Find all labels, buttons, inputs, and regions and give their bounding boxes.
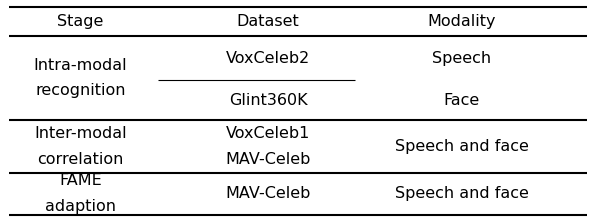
Text: Intra-modal
recognition: Intra-modal recognition: [33, 58, 128, 99]
Text: VoxCeleb1
MAV-Celeb: VoxCeleb1 MAV-Celeb: [225, 126, 311, 167]
Text: FAME
adaption: FAME adaption: [45, 173, 116, 214]
Text: Speech: Speech: [432, 51, 492, 66]
Text: VoxCeleb2: VoxCeleb2: [226, 51, 311, 66]
Text: Inter-modal
correlation: Inter-modal correlation: [34, 126, 127, 167]
Text: MAV-Celeb: MAV-Celeb: [225, 186, 311, 201]
Text: Stage: Stage: [57, 14, 104, 29]
Text: Speech and face: Speech and face: [395, 139, 529, 154]
Text: Speech and face: Speech and face: [395, 186, 529, 201]
Text: Dataset: Dataset: [237, 14, 300, 29]
Text: Face: Face: [444, 93, 480, 108]
Text: Glint360K: Glint360K: [229, 93, 308, 108]
Text: Modality: Modality: [428, 14, 496, 29]
